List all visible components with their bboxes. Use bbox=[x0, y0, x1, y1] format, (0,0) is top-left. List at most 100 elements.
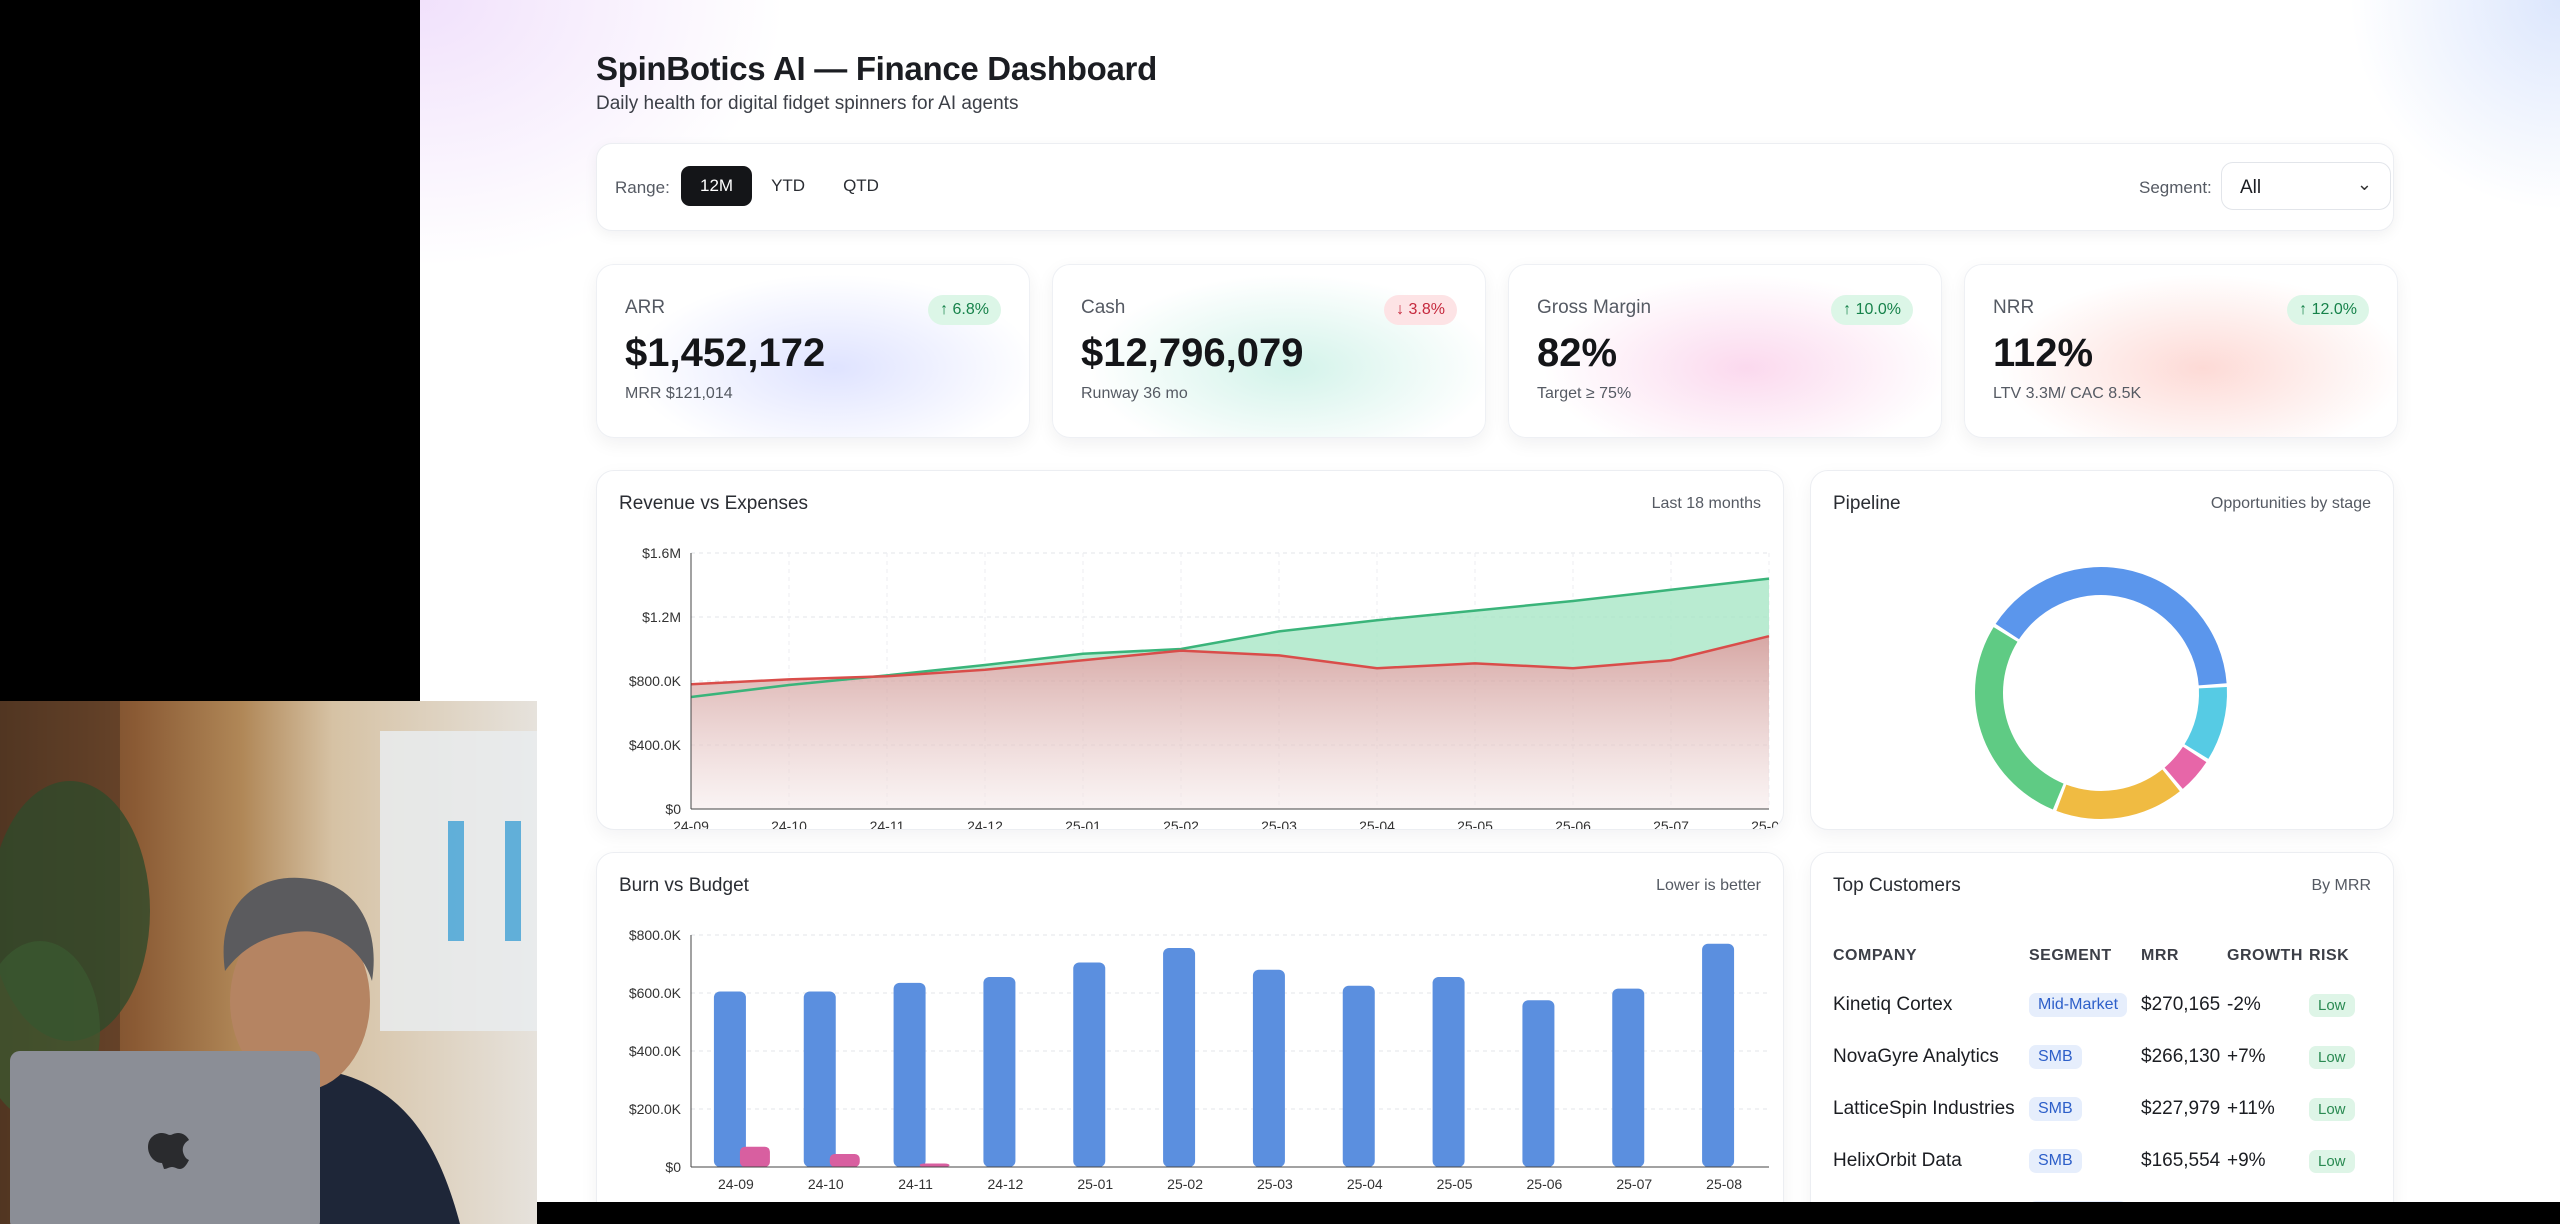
burn-bar[interactable] bbox=[1432, 977, 1465, 1167]
burn-bar[interactable] bbox=[1342, 985, 1375, 1167]
kpi-delta-value: 3.8% bbox=[1408, 301, 1445, 318]
range-option-12m[interactable]: 12M bbox=[681, 166, 753, 206]
kpi-card-gross-margin: Gross Margin 82% Target ≥ 75% ↑ 10.0% bbox=[1508, 264, 1942, 438]
kpi-subtext: Target ≥ 75% bbox=[1537, 385, 1632, 402]
burn-bar[interactable] bbox=[1612, 988, 1645, 1167]
table-row[interactable]: HelixOrbit Data SMB $165,554 +9% Low bbox=[1833, 1135, 2369, 1187]
webcam-overlay bbox=[0, 701, 537, 1224]
customer-segment-pill: SMB bbox=[2029, 1097, 2082, 1121]
burn-bar[interactable] bbox=[1522, 1000, 1555, 1167]
customer-company: Kinetiq Cortex bbox=[1833, 994, 1953, 1015]
customer-risk: Low bbox=[2309, 1031, 2369, 1083]
col-risk[interactable]: RISK bbox=[2309, 947, 2350, 964]
burn-chart: $0 $200.0K $400.0K $600.0K $800.0K 24-09 24-10… bbox=[629, 927, 1769, 1192]
col-company[interactable]: COMPANY bbox=[1833, 947, 1918, 964]
customer-segment: Mid-Market bbox=[2029, 1187, 2141, 1202]
kpi-delta-badge: ↑ 6.8% bbox=[928, 295, 1001, 325]
x-tick-label: 25-08 bbox=[1751, 818, 1783, 829]
kpi-subtext: Runway 36 mo bbox=[1081, 385, 1188, 402]
x-tick-label: 25-05 bbox=[1457, 818, 1493, 829]
burn-bar[interactable] bbox=[1163, 948, 1196, 1167]
y-tick-label: $800.0K bbox=[629, 927, 682, 943]
customer-mrr: $165,554 bbox=[2141, 1150, 2221, 1171]
customer-risk-pill: Low bbox=[2309, 1045, 2355, 1069]
customer-risk: Low bbox=[2309, 1135, 2369, 1187]
customers-table: COMPANY SEGMENT MRR GROWTH RISK Kinetiq … bbox=[1833, 933, 2369, 1202]
kpi-delta-value: 10.0% bbox=[1855, 301, 1901, 318]
burn-bar[interactable] bbox=[713, 991, 746, 1167]
burn-card-note: Lower is better bbox=[1656, 877, 1761, 894]
customer-risk-pill: Low bbox=[2309, 1097, 2355, 1121]
burn-bar[interactable] bbox=[893, 982, 926, 1167]
col-mrr[interactable]: MRR bbox=[2141, 947, 2179, 964]
pipeline-slice[interactable] bbox=[2164, 746, 2207, 789]
kpi-value: $1,452,172 bbox=[625, 331, 826, 375]
letterbox-bar bbox=[0, 1202, 2560, 1224]
kpi-subtext: LTV 3.3M/ CAC 8.5K bbox=[1993, 385, 2142, 402]
kpi-delta-badge: ↑ 10.0% bbox=[1831, 295, 1913, 325]
y-tick-label: $800.0K bbox=[629, 673, 682, 689]
customer-growth: +9% bbox=[2227, 1150, 2266, 1171]
arrow-down-icon: ↓ bbox=[1396, 301, 1409, 318]
filter-bar: Range: 12M YTD QTD Segment: All ⌄ bbox=[596, 143, 2394, 231]
pipeline-card: Pipeline Opportunities by stage bbox=[1810, 470, 2394, 830]
customer-segment-pill: SMB bbox=[2029, 1045, 2082, 1069]
over-budget-bar[interactable] bbox=[739, 1146, 770, 1167]
customer-growth: +7% bbox=[2227, 1046, 2266, 1067]
x-tick-label: 24-09 bbox=[673, 818, 709, 829]
table-row[interactable]: NovaGyre Analytics SMB $266,130 +7% Low bbox=[1833, 1031, 2369, 1083]
over-budget-bar[interactable] bbox=[829, 1153, 860, 1167]
kpi-value: $12,796,079 bbox=[1081, 331, 1304, 375]
y-tick-label: $400.0K bbox=[629, 1043, 682, 1059]
apple-logo-icon bbox=[148, 1133, 189, 1169]
customer-risk-pill: Low bbox=[2309, 1201, 2355, 1202]
chevron-down-icon: ⌄ bbox=[2356, 174, 2372, 194]
kpi-label: Gross Margin bbox=[1537, 297, 1652, 318]
burn-bar[interactable] bbox=[983, 977, 1016, 1167]
customer-segment-pill: Mid-Market bbox=[2029, 993, 2128, 1017]
pipeline-slice[interactable] bbox=[1995, 567, 2227, 686]
segment-label: Segment: bbox=[2139, 178, 2212, 197]
customer-risk-pill: Low bbox=[2309, 993, 2355, 1017]
table-row[interactable]: Kinetiq Cortex Mid-Market $270,165 -2% Low bbox=[1833, 979, 2369, 1031]
x-tick-label: 25-07 bbox=[1653, 818, 1689, 829]
burn-bar[interactable] bbox=[1702, 943, 1735, 1167]
pipeline-slice[interactable] bbox=[1975, 627, 2064, 810]
table-row[interactable]: LatticeSpin Industries SMB $227,979 +11% Low bbox=[1833, 1083, 2369, 1135]
customer-segment: Mid-Market bbox=[2029, 979, 2141, 1031]
y-tick-label: $0 bbox=[665, 801, 681, 817]
range-option-ytd[interactable]: YTD bbox=[771, 176, 806, 195]
arrow-up-icon: ↑ bbox=[2299, 301, 2312, 318]
kpi-card-arr: ARR $1,452,172 MRR $121,014 ↑ 6.8% bbox=[596, 264, 1030, 438]
segment-select[interactable]: All ⌄ bbox=[2221, 162, 2391, 210]
kpi-delta-value: 6.8% bbox=[952, 301, 989, 318]
pipeline-slice[interactable] bbox=[2184, 686, 2227, 759]
y-tick-label: $400.0K bbox=[629, 737, 682, 753]
customer-segment: SMB bbox=[2029, 1031, 2141, 1083]
x-tick-label: 25-04 bbox=[1347, 1176, 1383, 1192]
burn-bar[interactable] bbox=[1252, 969, 1285, 1167]
col-growth[interactable]: GROWTH bbox=[2227, 947, 2303, 964]
x-tick-label: 25-08 bbox=[1706, 1176, 1742, 1192]
burn-bar[interactable] bbox=[1073, 962, 1106, 1167]
customers-card: Top Customers By MRR COMPANY SEGMENT MRR… bbox=[1810, 852, 2394, 1202]
pipeline-slice[interactable] bbox=[2056, 769, 2180, 819]
customer-segment-pill: Mid-Market bbox=[2029, 1201, 2128, 1202]
customer-risk-pill: Low bbox=[2309, 1149, 2355, 1173]
segment-value: All bbox=[2240, 177, 2262, 198]
customer-mrr: $270,165 bbox=[2141, 994, 2221, 1015]
burn-bar[interactable] bbox=[803, 991, 836, 1167]
revenue-card-title: Revenue vs Expenses bbox=[619, 493, 809, 514]
range-option-qtd[interactable]: QTD bbox=[843, 176, 879, 195]
over-budget-bar[interactable] bbox=[919, 1163, 950, 1167]
revenue-area bbox=[691, 578, 1769, 685]
page-title: SpinBotics AI — Finance Dashboard bbox=[596, 50, 1157, 87]
x-tick-label: 25-06 bbox=[1555, 818, 1591, 829]
burn-card-title: Burn vs Budget bbox=[619, 875, 749, 896]
col-segment[interactable]: SEGMENT bbox=[2029, 947, 2112, 964]
kpi-card-nrr: NRR 112% LTV 3.3M/ CAC 8.5K ↑ 12.0% bbox=[1964, 264, 2398, 438]
table-row[interactable]: Aurora StrataMid-Market $156,918+12%Low bbox=[1833, 1187, 2369, 1202]
customer-segment: SMB bbox=[2029, 1135, 2141, 1187]
x-tick-label: 24-10 bbox=[771, 818, 807, 829]
customer-mrr: $156,918 bbox=[2141, 1187, 2227, 1202]
